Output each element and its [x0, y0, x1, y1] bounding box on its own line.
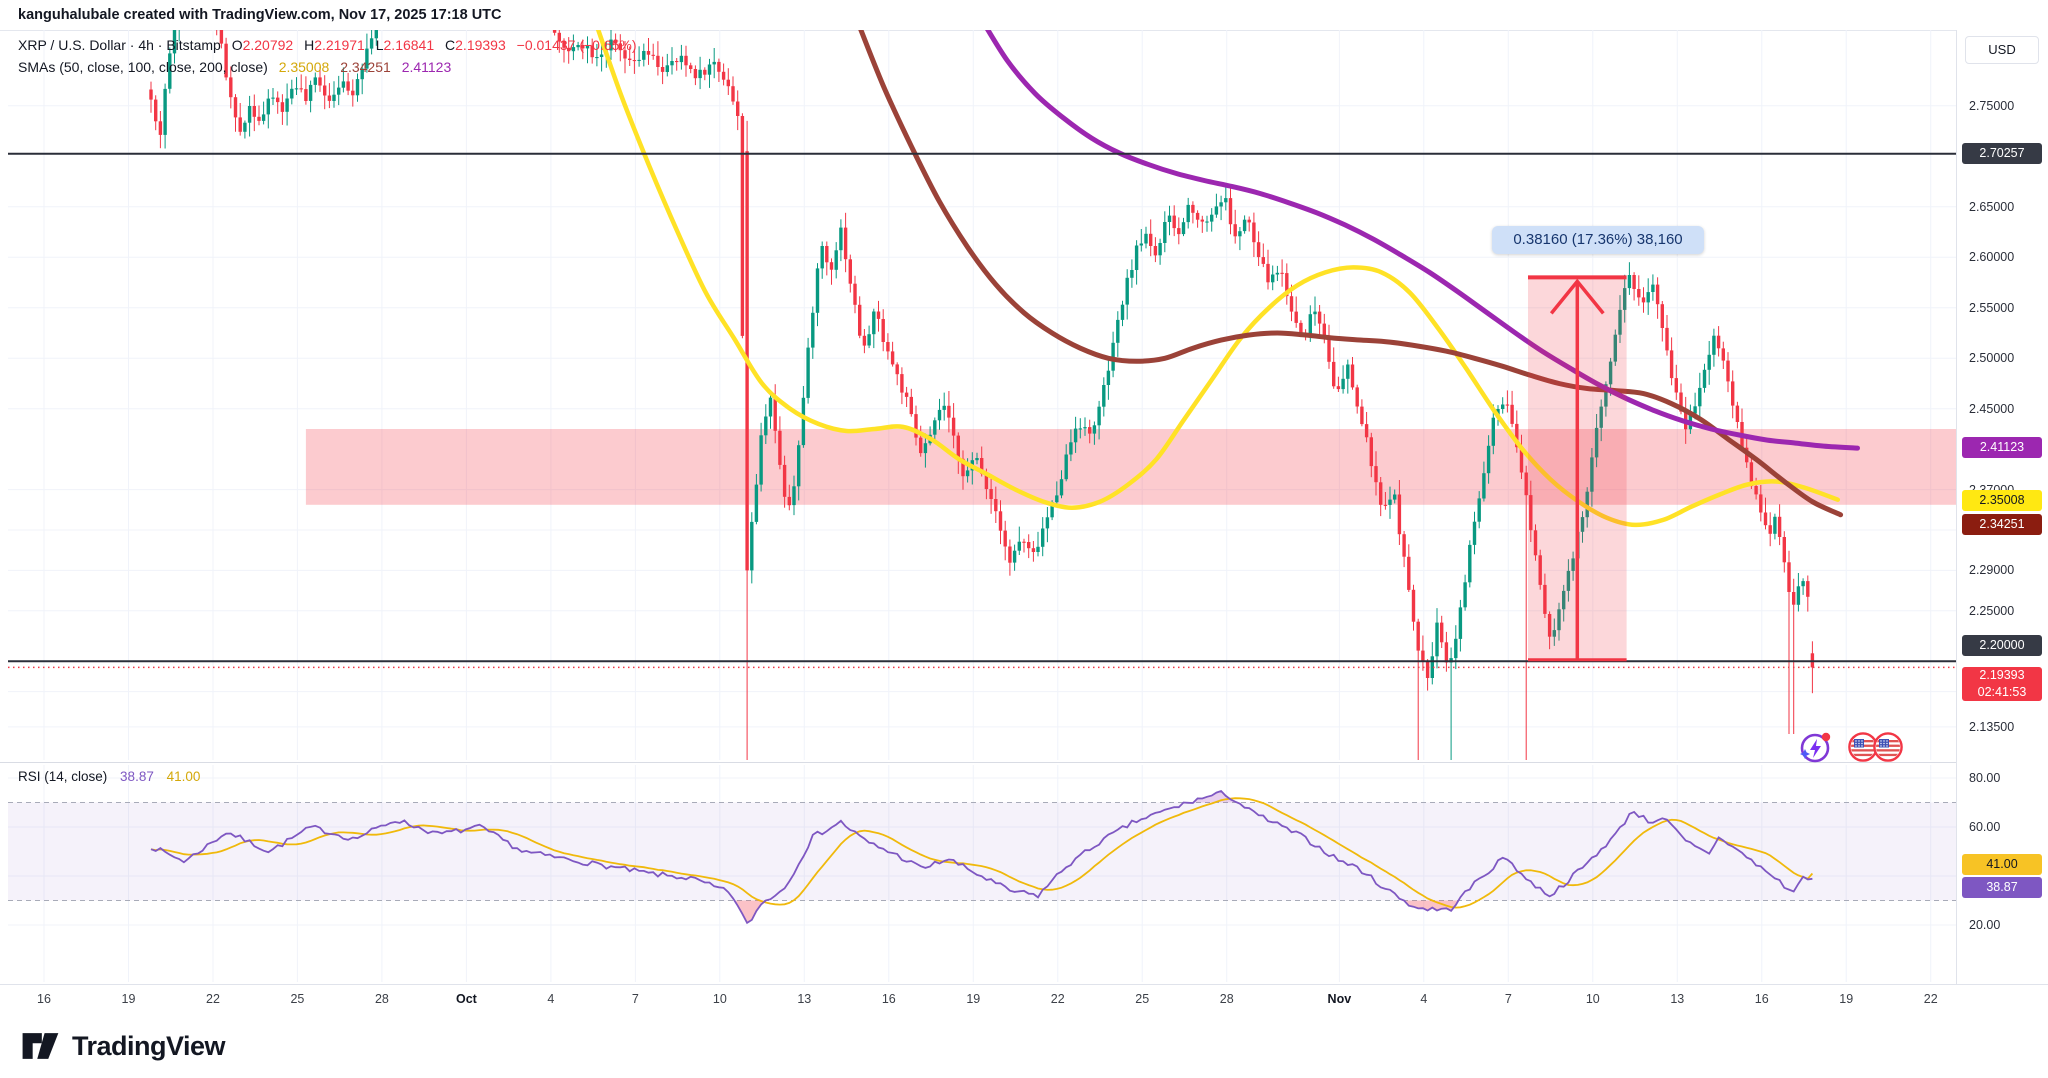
- price-axis-label: 2.29000: [1969, 563, 2015, 578]
- price-axis-label: 2.45000: [1969, 401, 2015, 416]
- horizontal-level-lines[interactable]: [8, 152, 1956, 669]
- price-axis-label: 20.00: [1969, 918, 2001, 932]
- price-axis-badge-rsi-ma: 41.00: [1962, 854, 2042, 876]
- time-axis-label: 4: [1420, 992, 1428, 1006]
- time-axis-label: 13: [797, 992, 812, 1006]
- price-range-measure-tool[interactable]: [1528, 275, 1627, 662]
- rsi-value: 38.87: [120, 769, 154, 784]
- time-axis-label: 16: [37, 992, 51, 1006]
- low-label: L: [375, 37, 384, 53]
- rsi-band: [8, 802, 1956, 901]
- sma100-value: 2.34251: [340, 59, 391, 75]
- open-value: 2.20792: [242, 37, 294, 53]
- price-axis-label: 80.00: [1969, 771, 2001, 785]
- time-axis-label: 10: [712, 992, 727, 1006]
- time-axis-label: Nov: [1327, 992, 1352, 1006]
- price-gridlines: [8, 30, 1956, 760]
- attribution-text: kanguhalubale created with TradingView.c…: [18, 7, 502, 23]
- price-axis-label: 2.25000: [1969, 603, 2015, 618]
- rsi-legend: RSI (14, close) 38.87 41.00: [18, 769, 209, 784]
- time-axis-label: 19: [121, 992, 136, 1006]
- time-axis-label: Oct: [455, 992, 477, 1006]
- time-axis-label: 7: [1504, 992, 1512, 1006]
- supply-zone[interactable]: [305, 429, 1956, 505]
- rsi-ma-value: 41.00: [166, 769, 201, 784]
- time-axis-label: 10: [1585, 992, 1600, 1006]
- time-axis-label: 16: [1754, 992, 1769, 1006]
- time-axis-label: 25: [290, 992, 305, 1006]
- price-axis-label: 60.00: [1969, 820, 2001, 834]
- time-axis-label: 28: [374, 992, 389, 1006]
- tradingview-logo-text: TradingView: [72, 1030, 226, 1061]
- price-axis[interactable]: USD 2.75000 2.65000 2.60000 2.55000 2.50000 2…: [1956, 30, 2048, 984]
- sma200-value: 2.41123: [401, 59, 452, 75]
- price-axis-label: 2.50000: [1969, 351, 2015, 366]
- close-value: 2.19393: [455, 37, 506, 53]
- tradingview-logo-icon: [22, 1033, 59, 1059]
- time-axis-label: 22: [206, 992, 220, 1006]
- change-value: −0.01437 (−0.65%): [516, 37, 637, 53]
- symbol-title[interactable]: XRP / U.S. Dollar · 4h · Bitstamp: [18, 37, 221, 53]
- price-axis-label: 2.55000: [1969, 300, 2015, 315]
- price-axis-badge-resistance: 2.70257: [1962, 143, 2042, 165]
- time-axis-label: 19: [966, 992, 981, 1006]
- price-axis-badge-support: 2.20000: [1962, 634, 2042, 656]
- time-axis-label: 16: [881, 992, 896, 1006]
- ai-spark-icon[interactable]: [1797, 729, 1833, 765]
- time-axis-label: 28: [1219, 992, 1234, 1006]
- currency-button[interactable]: USD: [1965, 36, 2039, 64]
- low-value: 2.16841: [383, 37, 435, 53]
- measure-label[interactable]: 0.38160 (17.36%) 38,160: [1492, 226, 1704, 254]
- time-axis-label: 25: [1135, 992, 1150, 1006]
- price-chart-canvas[interactable]: [8, 30, 1956, 762]
- price-axis-badge-last-price: 2.19393 02:41:53: [1962, 667, 2042, 702]
- chart-top-border: [0, 30, 2048, 31]
- pane-divider[interactable]: [0, 762, 2048, 763]
- time-axis-label: 13: [1670, 992, 1685, 1006]
- rsi-settings-label[interactable]: RSI (14, close): [18, 769, 108, 784]
- price-axis-badge-sma50: 2.35008: [1962, 490, 2042, 512]
- rsi-pane-canvas[interactable]: [8, 765, 1956, 982]
- close-label: C: [445, 37, 456, 53]
- us-flag-icon: [1873, 732, 1903, 762]
- sma50-value: 2.35008: [278, 59, 330, 75]
- price-axis-badge-sma200: 2.41123: [1962, 437, 2042, 459]
- time-axis-label: 22: [1923, 992, 1938, 1006]
- time-axis[interactable]: 16 19 22 25 28 Oct 4 7 10 13 16 19 22 25 28 Nov 4 7 10 13 16…: [0, 984, 2048, 1015]
- price-axis-label: 2.65000: [1969, 199, 2015, 214]
- chart-legend: XRP / U.S. Dollar · 4h · Bitstamp O2.207…: [18, 34, 644, 78]
- time-axis-label: 7: [631, 992, 639, 1006]
- high-value: 2.21971: [314, 37, 365, 53]
- price-axis-label: 2.13500: [1969, 719, 2015, 734]
- time-axis-label: 4: [547, 992, 555, 1006]
- rsi-lines: [150, 789, 1814, 925]
- time-axis-label: 22: [1050, 992, 1065, 1006]
- chart-corner-icons: [1797, 729, 1904, 765]
- time-axis-label: 19: [1839, 992, 1854, 1006]
- tradingview-logo[interactable]: TradingView: [18, 1024, 226, 1068]
- price-axis-label: 2.75000: [1969, 98, 2015, 113]
- sma-settings-label[interactable]: SMAs (50, close, 100, close, 200, close): [18, 59, 268, 75]
- price-axis-label: 2.60000: [1969, 250, 2015, 265]
- price-axis-badge-rsi: 38.87: [1962, 877, 2042, 899]
- open-label: O: [231, 37, 243, 53]
- price-axis-badge-sma100: 2.34251: [1962, 513, 2042, 535]
- high-label: H: [304, 37, 315, 53]
